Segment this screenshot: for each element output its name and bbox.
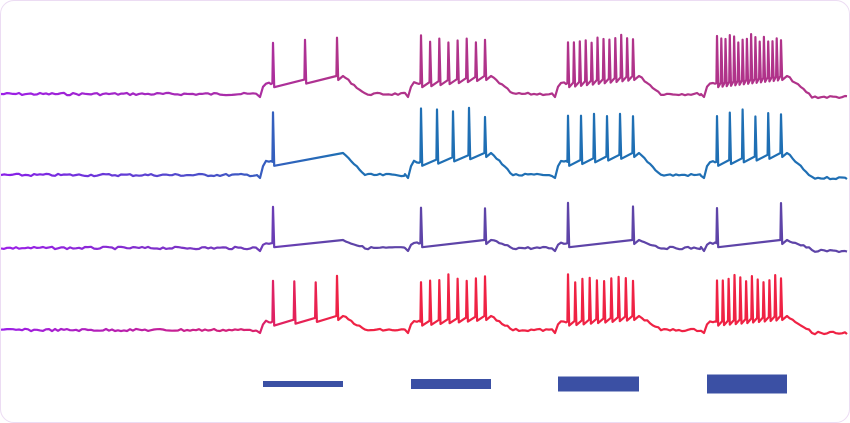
voltage-trace-1 <box>1 33 848 100</box>
voltage-trace-2 <box>1 106 848 181</box>
stimulus-bar-3 <box>558 376 639 392</box>
traces-layer <box>1 33 848 336</box>
stimulus-bar-4 <box>707 374 787 394</box>
stimulus-bars-layer <box>263 374 787 394</box>
stimulus-bar-1 <box>263 381 343 387</box>
voltage-trace-4 <box>1 273 848 336</box>
stimulus-bar-2 <box>411 379 491 389</box>
voltage-trace-3 <box>1 201 848 254</box>
